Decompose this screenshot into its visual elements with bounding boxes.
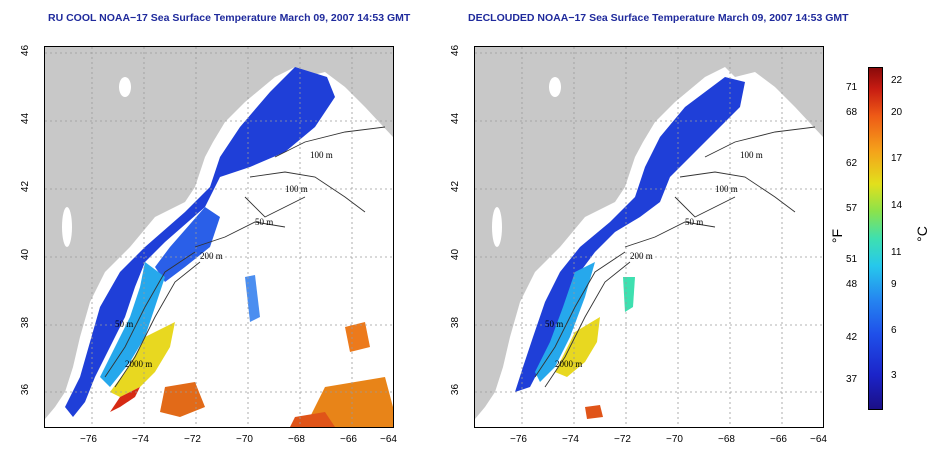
- left-map: 100 m 100 m 50 m 200 m 50 m 2000 m: [45, 47, 393, 427]
- left-map-panel: 100 m 100 m 50 m 200 m 50 m 2000 m: [44, 46, 394, 428]
- colorbar-c-tick: 3: [891, 370, 897, 381]
- x-tick: −72: [184, 434, 201, 445]
- x-tick: −66: [770, 434, 787, 445]
- x-tick: −64: [810, 434, 827, 445]
- colorbar-c-tick: 20: [891, 107, 903, 118]
- contour-label: 200 m: [630, 251, 653, 261]
- contour-label: 200 m: [200, 251, 223, 261]
- right-panel-title: DECLOUDED NOAA−17 Sea Surface Temperatur…: [468, 12, 849, 24]
- right-map-panel: 100 m 100 m 50 m 200 m 50 m 2000 m: [474, 46, 824, 428]
- contour-label: 100 m: [285, 184, 308, 194]
- x-tick: −70: [236, 434, 253, 445]
- sst-cold-band: [515, 77, 745, 392]
- left-panel-title: RU COOL NOAA−17 Sea Surface Temperature …: [48, 12, 411, 24]
- colorbar-f-tick: 57: [846, 203, 858, 214]
- contour-labels: 100 m 100 m 50 m 200 m 50 m 2000 m: [115, 150, 333, 369]
- fahrenheit-unit-label: °F: [829, 228, 846, 244]
- graticule: [475, 47, 823, 427]
- x-tick: −72: [614, 434, 631, 445]
- contour-label: 100 m: [310, 150, 333, 160]
- bathymetry-contours: [534, 126, 816, 388]
- colorbar-c-tick: 9: [891, 279, 897, 290]
- y-tick: 38: [20, 316, 32, 329]
- contour-label: 50 m: [255, 217, 273, 227]
- y-tick: 46: [20, 44, 32, 57]
- y-tick: 36: [20, 383, 32, 396]
- y-tick: 44: [20, 112, 32, 125]
- graticule: [45, 47, 393, 427]
- land-mass: [45, 47, 393, 419]
- colorbar-f-tick: 71: [846, 82, 858, 93]
- contour-label: 2000 m: [555, 359, 582, 369]
- colorbar-f-tick: 62: [846, 158, 858, 169]
- colorbar-c-tick: 11: [891, 247, 902, 258]
- x-tick: −76: [80, 434, 97, 445]
- contour-label: 2000 m: [125, 359, 152, 369]
- y-tick: 46: [450, 44, 462, 57]
- contour-label: 50 m: [115, 319, 133, 329]
- right-map: 100 m 100 m 50 m 200 m 50 m 2000 m: [475, 47, 823, 427]
- celsius-unit-label: °C: [913, 226, 930, 242]
- y-tick: 40: [450, 248, 462, 261]
- colorbar-f-tick: 51: [846, 254, 858, 265]
- colorbar-c-tick: 17: [891, 153, 903, 164]
- x-tick: −70: [666, 434, 683, 445]
- colorbar-f-tick: 68: [846, 107, 858, 118]
- contour-label: 50 m: [545, 319, 563, 329]
- x-tick: −76: [510, 434, 527, 445]
- y-tick: 38: [450, 316, 462, 329]
- sst-warm-band: [555, 317, 600, 377]
- colorbar-f-tick: 42: [846, 332, 858, 343]
- contour-label: 50 m: [685, 217, 703, 227]
- colorbar-f-tick: 48: [846, 279, 858, 290]
- sst-cold-band: [65, 67, 335, 417]
- contour-label: 100 m: [740, 150, 763, 160]
- x-tick: −68: [718, 434, 735, 445]
- bathymetry-contours: [104, 126, 386, 388]
- y-tick: 36: [450, 383, 462, 396]
- colorbar-c-tick: 14: [891, 200, 903, 211]
- colorbar-f-tick: 37: [846, 374, 858, 385]
- sst-warm-band: [110, 322, 175, 397]
- x-tick: −68: [288, 434, 305, 445]
- temperature-colorbar: [868, 67, 883, 410]
- x-tick: −74: [132, 434, 149, 445]
- y-tick: 42: [450, 180, 462, 193]
- y-tick: 44: [450, 112, 462, 125]
- x-tick: −66: [340, 434, 357, 445]
- y-tick: 42: [20, 180, 32, 193]
- land-mass: [475, 47, 823, 419]
- contour-labels: 100 m 100 m 50 m 200 m 50 m 2000 m: [545, 150, 763, 369]
- x-tick: −64: [380, 434, 397, 445]
- contour-label: 100 m: [715, 184, 738, 194]
- x-tick: −74: [562, 434, 579, 445]
- y-tick: 40: [20, 248, 32, 261]
- colorbar-c-tick: 6: [891, 325, 897, 336]
- colorbar-c-tick: 22: [891, 75, 903, 86]
